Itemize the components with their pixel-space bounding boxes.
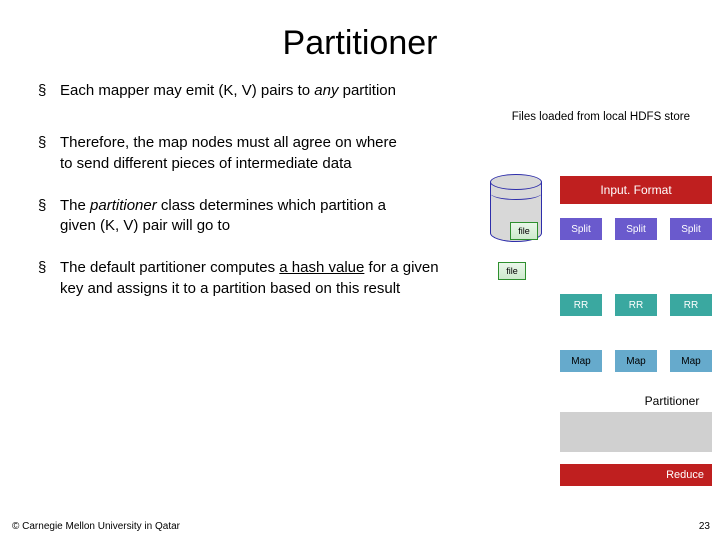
bullet-1-pre: Each mapper may emit (K, V) pairs to	[60, 82, 314, 99]
bullet-2: Therefore, the map nodes must all agree …	[38, 133, 408, 174]
hdfs-cylinder	[490, 174, 542, 252]
map-box-2: Map	[615, 350, 657, 372]
rr-box-1: RR	[560, 294, 602, 316]
split-box-3: Split	[670, 218, 712, 240]
footer-copyright: © Carnegie Mellon University in Qatar	[12, 521, 180, 532]
bullet-4: The default partitioner computes a hash …	[38, 258, 458, 299]
rr-box-3: RR	[670, 294, 712, 316]
bullet-1-post: partition	[338, 82, 396, 99]
rr-row: RR RR RR	[560, 294, 712, 316]
bullet-3-pre: The	[60, 197, 90, 214]
map-row: Map Map Map	[560, 350, 712, 372]
slide-title: Partitioner	[0, 0, 720, 81]
bullet-3: The partitioner class determines which p…	[38, 196, 408, 237]
bullet-4-u: a hash value	[279, 259, 364, 276]
file-box-1: file	[510, 222, 538, 240]
bullet-3-em: partitioner	[90, 197, 157, 214]
inputformat-bar: Input. Format	[560, 176, 712, 204]
bullet-1-em: any	[314, 82, 338, 99]
bullet-1: Each mapper may emit (K, V) pairs to any…	[38, 81, 458, 101]
map-box-3: Map	[670, 350, 712, 372]
split-row: Split Split Split	[560, 218, 712, 240]
partitioner-label: Partitioner	[632, 394, 712, 408]
reduce-bar: Reduce	[560, 464, 712, 486]
split-box-2: Split	[615, 218, 657, 240]
split-box-1: Split	[560, 218, 602, 240]
diagram: file file Input. Format Split Split Spli…	[488, 176, 720, 496]
bullet-4-pre: The default partitioner computes	[60, 259, 279, 276]
map-box-1: Map	[560, 350, 602, 372]
hdfs-caption: Files loaded from local HDFS store	[38, 111, 690, 123]
rr-box-2: RR	[615, 294, 657, 316]
cylinder-band	[490, 186, 542, 200]
page-number: 23	[699, 521, 710, 532]
shuffle-region	[560, 412, 712, 452]
file-box-2: file	[498, 262, 526, 280]
